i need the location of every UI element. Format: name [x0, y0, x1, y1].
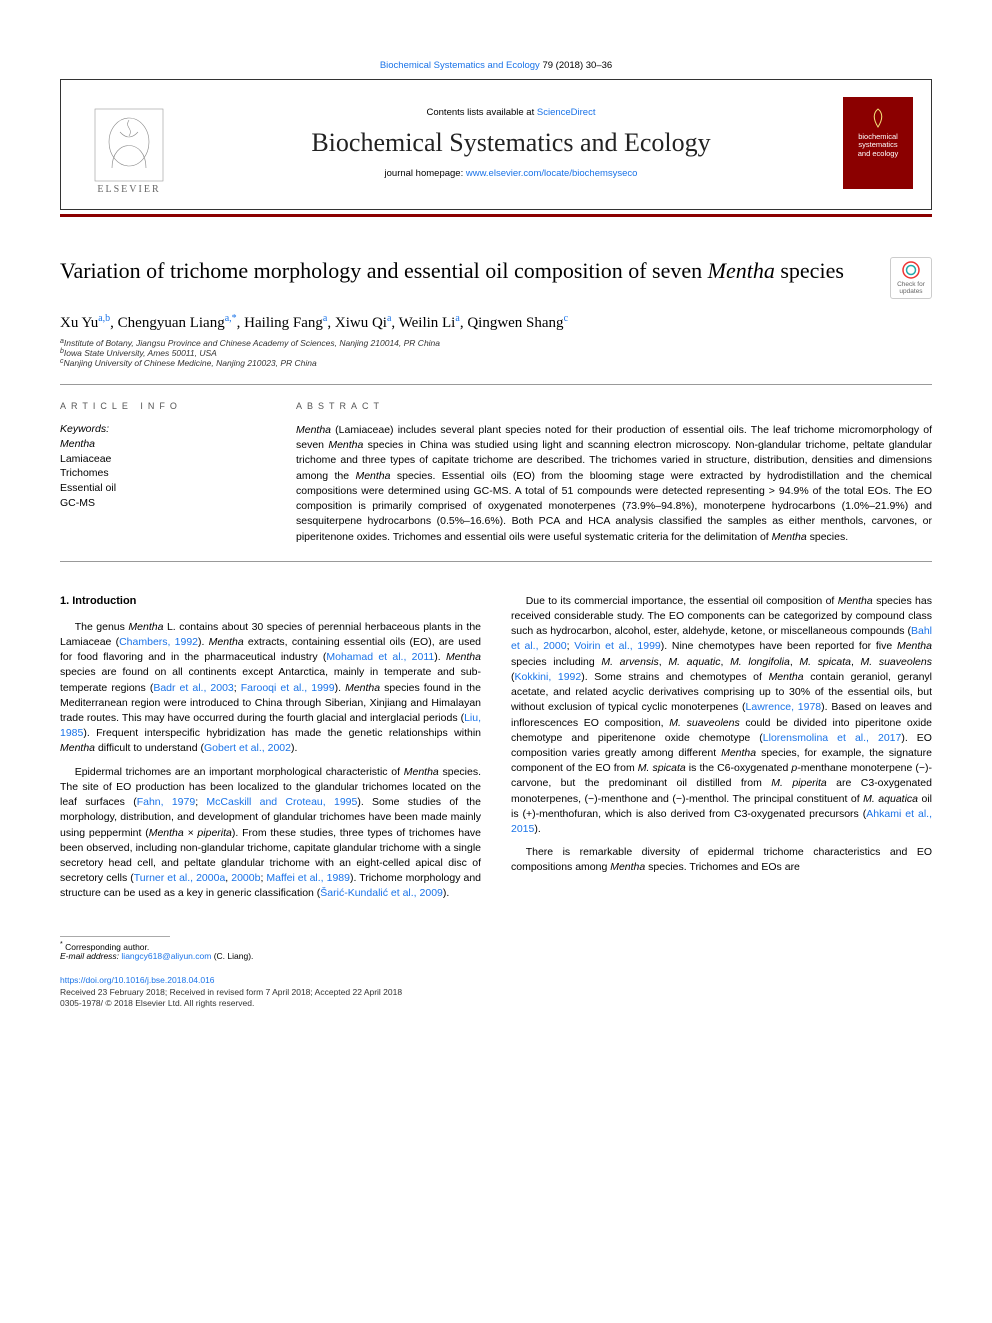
reference-link[interactable]: Llorensmolina et al., 2017: [763, 732, 902, 744]
journal-title-large: Biochemical Systematics and Ecology: [199, 128, 823, 158]
body-columns: 1. Introduction The genus Mentha L. cont…: [60, 594, 932, 902]
journal-top-crumb: Biochemical Systematics and Ecology 79 (…: [60, 60, 932, 71]
author-affiliation-sup: c: [564, 313, 568, 324]
copyright-line: 0305-1978/ © 2018 Elsevier Ltd. All righ…: [60, 998, 932, 1009]
reference-link[interactable]: Voirin et al., 1999: [574, 640, 661, 652]
masthead: ELSEVIER Contents lists available at Sci…: [60, 79, 932, 210]
author: Weilin Li: [399, 315, 456, 331]
author: Xu Yu: [60, 315, 98, 331]
corresponding-email[interactable]: liangcy618@aliyun.com: [121, 951, 211, 961]
reference-link[interactable]: Gobert et al., 2002: [204, 742, 291, 754]
author: Hailing Fang: [244, 315, 323, 331]
reference-link[interactable]: Turner et al., 2000a: [134, 872, 226, 884]
reference-link[interactable]: Kokkini, 1992: [515, 671, 582, 683]
accent-bar: [60, 214, 932, 217]
authors-line: Xu Yua,b, Chengyuan Lianga,*, Hailing Fa…: [60, 313, 932, 332]
doi-link[interactable]: https://doi.org/10.1016/j.bse.2018.04.01…: [60, 975, 932, 986]
reference-link[interactable]: Chambers, 1992: [119, 636, 198, 648]
author-affiliation-sup: a,: [225, 313, 232, 324]
article-info-label: ARTICLE INFO: [60, 401, 260, 411]
elsevier-wordmark: ELSEVIER: [97, 184, 160, 195]
doi-block: https://doi.org/10.1016/j.bse.2018.04.01…: [60, 975, 932, 1009]
reference-link[interactable]: Farooqi et al., 1999: [241, 682, 335, 694]
reference-link[interactable]: McCaskill and Croteau, 1995: [206, 796, 357, 808]
affiliations: a Institute of Botany, Jiangsu Province …: [60, 338, 932, 368]
keywords-heading: Keywords:: [60, 423, 260, 435]
rule-top: [60, 384, 932, 385]
author-affiliation-sup: a: [387, 313, 391, 324]
body-paragraph: Epidermal trichomes are an important mor…: [60, 765, 481, 902]
author: Xiwu Qi: [335, 315, 387, 331]
reference-link[interactable]: Badr et al., 2003: [153, 682, 233, 694]
article-title: Variation of trichome morphology and ess…: [60, 257, 872, 286]
affiliation-row: b Iowa State University, Ames 50011, USA: [60, 348, 932, 358]
journal-cover-thumb: biochemical systematics and ecology: [843, 97, 913, 189]
elsevier-logo: ELSEVIER: [79, 90, 179, 195]
reference-link[interactable]: Mohamad et al., 2011: [326, 651, 434, 663]
keyword-item: Lamiaceae: [60, 452, 260, 467]
crossmark-icon: [902, 261, 920, 279]
affiliation-row: c Nanjing University of Chinese Medicine…: [60, 358, 932, 368]
keyword-item: Trichomes: [60, 466, 260, 481]
author-affiliation-sup: a: [455, 313, 459, 324]
keyword-item: Mentha: [60, 437, 260, 452]
abstract-label: ABSTRACT: [296, 401, 932, 411]
crossmark-badge[interactable]: Check for updates: [890, 257, 932, 299]
reference-link[interactable]: Maffei et al., 1989: [266, 872, 350, 884]
footnote-rule: [60, 936, 170, 937]
keyword-item: GC-MS: [60, 496, 260, 511]
sciencedirect-link[interactable]: ScienceDirect: [537, 107, 596, 118]
corresponding-note: * Corresponding author. E-mail address: …: [60, 940, 932, 962]
reference-link[interactable]: 2000b: [231, 872, 260, 884]
article-history: Received 23 February 2018; Received in r…: [60, 987, 932, 998]
author: Chengyuan Liang: [118, 315, 225, 331]
reference-link[interactable]: Lawrence, 1978: [746, 701, 822, 713]
journal-homepage: journal homepage: www.elsevier.com/locat…: [199, 168, 823, 179]
contents-available: Contents lists available at ScienceDirec…: [199, 107, 823, 118]
author: Qingwen Shang: [467, 315, 563, 331]
body-paragraph: There is remarkable diversity of epiderm…: [511, 845, 932, 875]
reference-link[interactable]: Šarić-Kundalić et al., 2009: [320, 887, 443, 899]
body-paragraph: The genus Mentha L. contains about 30 sp…: [60, 620, 481, 757]
journal-name-link[interactable]: Biochemical Systematics and Ecology: [380, 60, 540, 71]
body-paragraph: Due to its commercial importance, the es…: [511, 594, 932, 838]
rule-bottom: [60, 561, 932, 562]
intro-heading: 1. Introduction: [60, 594, 481, 610]
reference-link[interactable]: Fahn, 1979: [137, 796, 196, 808]
abstract-text: Mentha (Lamiaceae) includes several plan…: [296, 423, 932, 545]
affiliation-row: a Institute of Botany, Jiangsu Province …: [60, 338, 932, 348]
keyword-item: Essential oil: [60, 481, 260, 496]
homepage-url[interactable]: www.elsevier.com/locate/biochemsyseco: [466, 168, 638, 179]
author-affiliation-sup: a: [323, 313, 327, 324]
corresponding-mark: *: [232, 313, 237, 324]
author-affiliation-sup: a,b: [98, 313, 110, 324]
